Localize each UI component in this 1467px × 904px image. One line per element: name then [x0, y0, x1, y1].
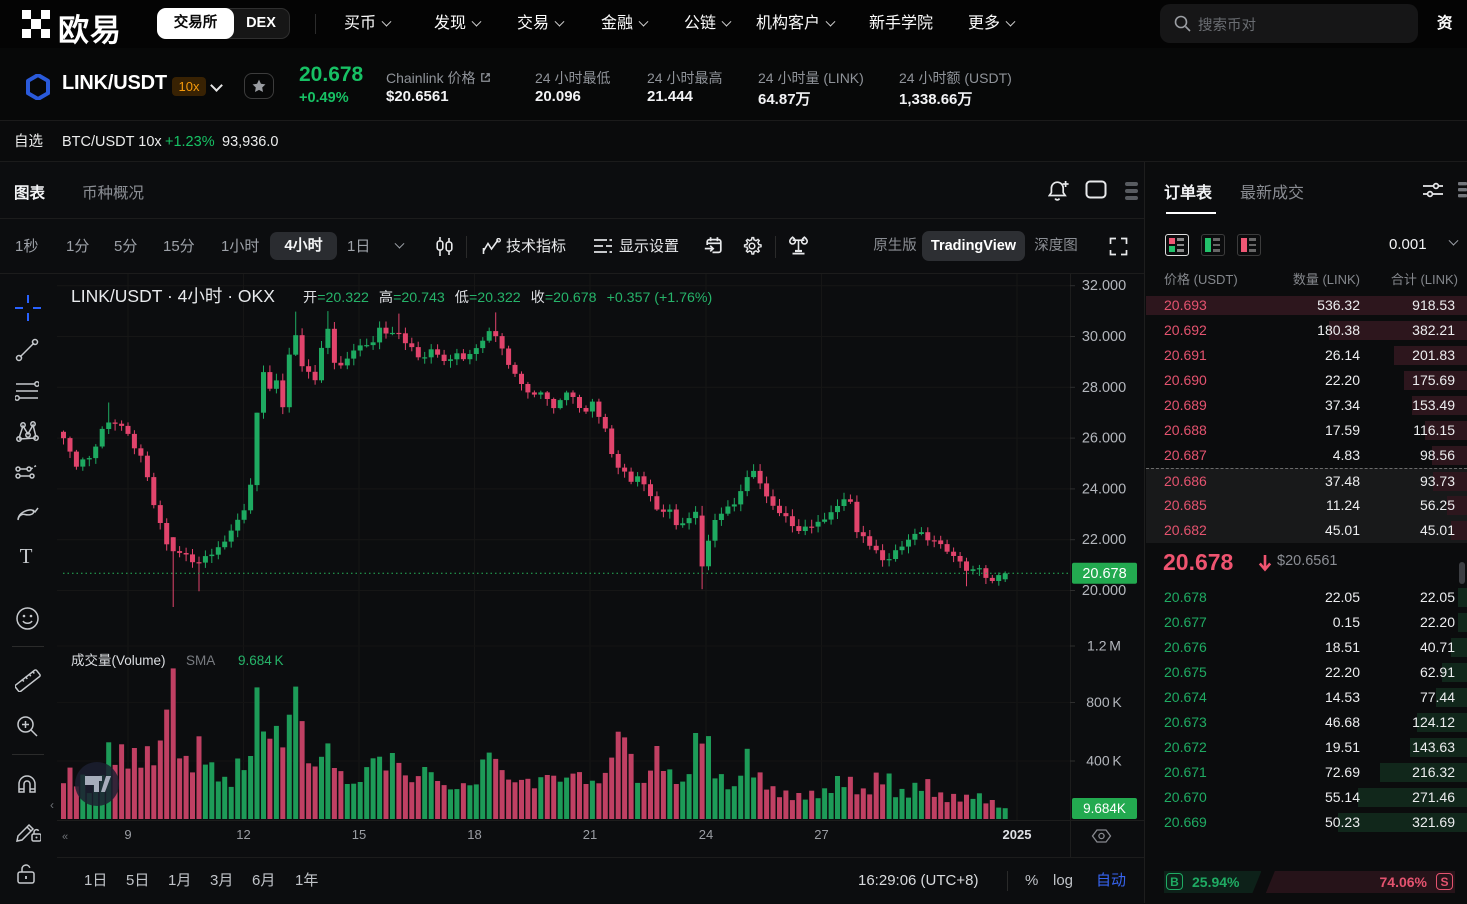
- svg-text:12: 12: [236, 827, 250, 842]
- svg-text:«: «: [62, 831, 68, 843]
- svg-text:T: T: [20, 545, 33, 567]
- svg-text:30.000: 30.000: [1082, 329, 1126, 345]
- svg-text:9: 9: [124, 827, 131, 842]
- svg-text:32.000: 32.000: [1082, 278, 1126, 294]
- svg-text:22.000: 22.000: [1082, 532, 1126, 548]
- svg-text:24.000: 24.000: [1082, 481, 1126, 497]
- svg-text:24: 24: [699, 827, 713, 842]
- svg-text:成交量(Volume): 成交量(Volume): [71, 652, 166, 668]
- svg-text:15: 15: [352, 827, 366, 842]
- svg-text:27: 27: [814, 827, 828, 842]
- svg-text:9.684K: 9.684K: [1083, 801, 1126, 816]
- svg-text:9.684 K: 9.684 K: [238, 653, 284, 668]
- svg-text:800 K: 800 K: [1086, 694, 1122, 710]
- svg-text:21: 21: [583, 827, 597, 842]
- svg-text:18: 18: [467, 827, 481, 842]
- svg-text:SMA: SMA: [186, 653, 215, 668]
- svg-text:26.000: 26.000: [1082, 431, 1126, 447]
- svg-text:28.000: 28.000: [1082, 380, 1126, 396]
- svg-text:400 K: 400 K: [1086, 753, 1122, 769]
- svg-text:1.2 M: 1.2 M: [1087, 638, 1121, 654]
- svg-text:20.000: 20.000: [1082, 583, 1126, 599]
- svg-text:LINK/USDT · 4小时 · OKX: LINK/USDT · 4小时 · OKX: [71, 286, 275, 306]
- svg-text:2025: 2025: [1003, 827, 1032, 842]
- svg-text:20.678: 20.678: [1082, 566, 1126, 582]
